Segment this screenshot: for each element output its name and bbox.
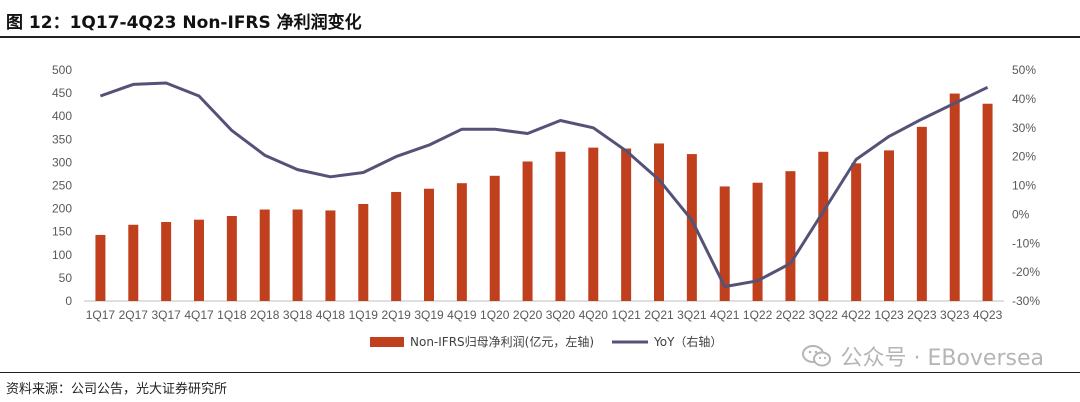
x-axis-ticks: 1Q17 2Q17 3Q17 4Q17 1Q18 2Q18 3Q18 4Q18 1Q19 2Q19… (86, 308, 1003, 322)
x-tick-label: 2Q20 (513, 308, 543, 322)
bar (719, 186, 730, 301)
legend-swatch-bar (370, 337, 404, 347)
x-tick-label: 4Q23 (973, 308, 1003, 322)
bar (95, 234, 106, 301)
x-tick-label: 2Q17 (119, 308, 149, 322)
x-tick-label: 3Q20 (546, 308, 576, 322)
x-tick-label: 4Q19 (447, 308, 477, 322)
y-right-tick-label: -30% (1012, 294, 1040, 308)
x-tick-label: 4Q17 (184, 308, 214, 322)
bar (161, 221, 172, 301)
x-tick-label: 2Q19 (381, 308, 411, 322)
bar (851, 163, 862, 301)
bar (785, 171, 796, 301)
y-left-tick-label: 200 (52, 202, 72, 216)
bar (982, 103, 993, 301)
x-tick-label: 3Q18 (283, 308, 313, 322)
bar (391, 191, 402, 301)
legend-label-bar: Non-IFRS归母净利润(亿元，左轴) (410, 334, 594, 349)
y-right-tick-label: 40% (1012, 92, 1036, 106)
legend: Non-IFRS归母净利润(亿元，左轴) YoY（右轴） (370, 334, 722, 349)
y-left-tick-label: 500 (52, 63, 72, 77)
bar (522, 161, 533, 301)
yoy-line (99, 81, 989, 289)
bar (588, 147, 599, 301)
source-note: 资料来源：公司公告，光大证券研究所 (6, 382, 228, 397)
bar (456, 183, 467, 301)
x-tick-label: 1Q18 (217, 308, 247, 322)
bar (884, 150, 894, 301)
y-axis-right: -30% -20% -10% 0% 10% 20% 30% 40% 50% (1012, 63, 1040, 308)
y-left-tick-label: 250 (52, 179, 72, 193)
bar (128, 224, 139, 301)
x-tick-label: 2Q21 (644, 308, 674, 322)
bar (226, 215, 237, 301)
x-tick-label: 1Q23 (874, 308, 904, 322)
x-tick-label: 2Q18 (250, 308, 280, 322)
y-right-tick-label: 30% (1012, 121, 1036, 135)
chart-title: 图 12：1Q17-4Q23 Non-IFRS 净利润变化 (6, 13, 362, 33)
bar (292, 209, 303, 301)
y-left-tick-label: 400 (52, 109, 72, 123)
watermark: 公众号 · EBoversea (802, 340, 1044, 372)
y-left-tick-label: 150 (52, 225, 72, 239)
y-right-tick-label: -10% (1012, 236, 1040, 250)
x-tick-label: 2Q22 (776, 308, 806, 322)
x-tick-label: 3Q21 (677, 308, 707, 322)
y-left-tick-label: 0 (65, 294, 72, 308)
x-tick-label: 4Q22 (841, 308, 871, 322)
y-right-tick-label: 20% (1012, 150, 1036, 164)
y-left-tick-label: 450 (52, 86, 72, 100)
bar (621, 148, 632, 301)
x-tick-label: 4Q18 (316, 308, 346, 322)
x-tick-label: 2Q23 (907, 308, 937, 322)
y-right-tick-label: 10% (1012, 179, 1036, 193)
x-tick-label: 3Q19 (414, 308, 444, 322)
bar (818, 151, 829, 301)
x-tick-label: 1Q19 (349, 308, 379, 322)
y-right-tick-label: -20% (1012, 265, 1040, 279)
x-tick-label: 4Q20 (579, 308, 609, 322)
x-tick-label: 1Q20 (480, 308, 510, 322)
x-tick-label: 3Q22 (809, 308, 839, 322)
x-tick-label: 3Q23 (940, 308, 970, 322)
bar (424, 188, 434, 301)
bar (686, 154, 697, 301)
bar (555, 151, 566, 301)
x-tick-label: 3Q17 (151, 308, 181, 322)
bar (489, 175, 500, 301)
x-tick-label: 1Q22 (743, 308, 773, 322)
y-right-tick-label: 50% (1012, 63, 1036, 77)
y-left-tick-label: 350 (52, 132, 72, 146)
bar (325, 210, 336, 301)
bar (752, 182, 763, 301)
y-left-tick-label: 50 (59, 271, 73, 285)
y-left-tick-label: 100 (52, 248, 72, 262)
bar-series (95, 93, 993, 302)
y-left-tick-label: 300 (52, 155, 72, 169)
bar (654, 143, 664, 301)
bar (194, 219, 204, 301)
footer-divider (0, 372, 1080, 373)
bar (358, 203, 369, 301)
x-tick-label: 4Q21 (710, 308, 740, 322)
x-tick-label: 1Q21 (611, 308, 641, 322)
title-divider (0, 36, 1080, 38)
legend-label-line: YoY（右轴） (653, 334, 722, 349)
y-axis-left: 0 50 100 150 200 250 300 350 400 450 500 (52, 63, 72, 308)
watermark-text: 公众号 · EBoversea (840, 346, 1044, 371)
bar (259, 209, 270, 301)
x-tick-label: 1Q17 (86, 308, 116, 322)
y-right-tick-label: 0% (1012, 207, 1030, 221)
bar (916, 126, 927, 302)
wechat-icon (802, 345, 832, 367)
bar (949, 93, 960, 301)
